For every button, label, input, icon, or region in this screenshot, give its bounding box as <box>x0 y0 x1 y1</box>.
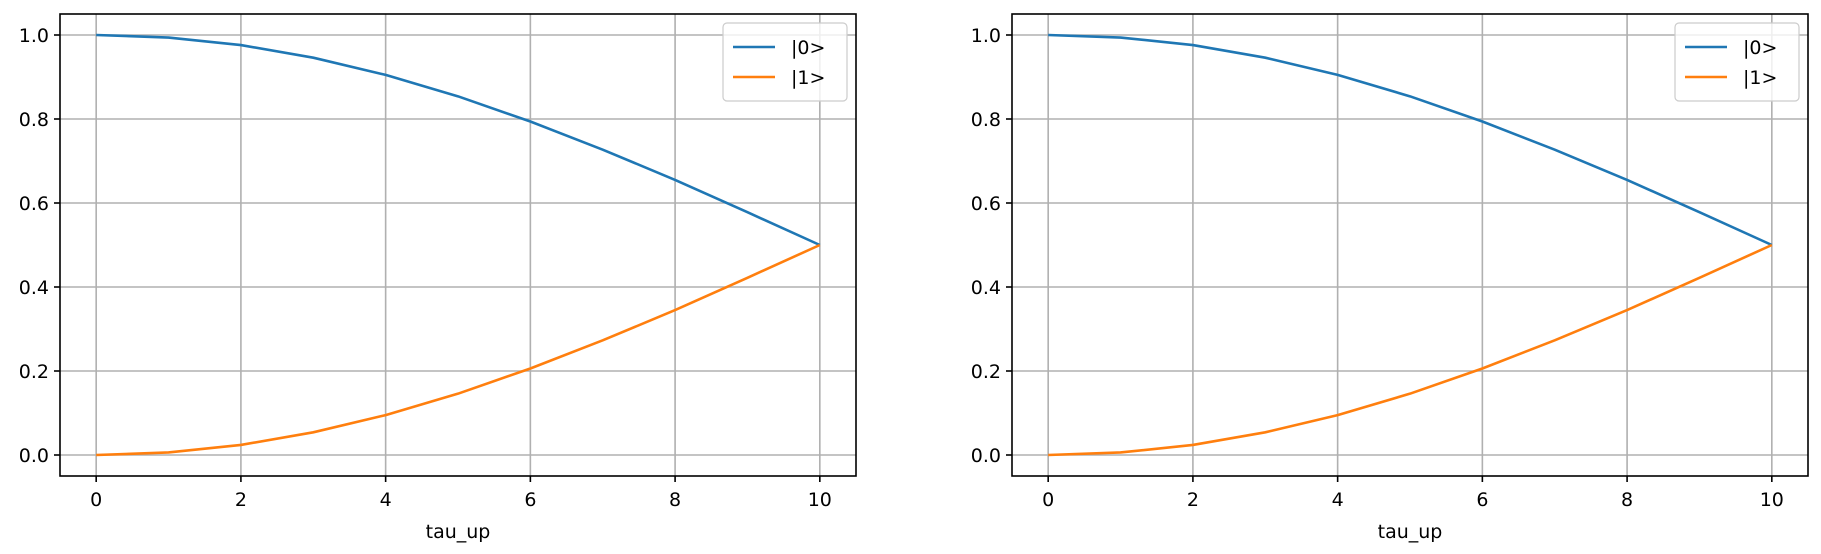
legend-box <box>1674 22 1800 102</box>
axes-frame <box>59 13 857 477</box>
y-tick-label: 0.0 <box>971 445 1001 467</box>
x-tick-label: 2 <box>1187 489 1199 511</box>
x-axis: 0 2 4 6 8 10 <box>90 476 832 511</box>
series-line-state-1 <box>1048 243 1773 457</box>
legend-entry: |1> <box>1685 67 1777 89</box>
y-axis: 0.0 0.2 0.4 0.6 0.8 1.0 <box>971 25 1012 467</box>
y-tick-label: 0.4 <box>19 277 49 299</box>
legend-entry: |0> <box>733 37 825 59</box>
x-tick-label: 2 <box>235 489 247 511</box>
x-axis: 0 2 4 6 8 10 <box>1042 476 1784 511</box>
legend-entry: |1> <box>733 67 825 89</box>
x-axis-label: tau_up <box>426 521 491 543</box>
legend-label: |0> <box>791 37 825 59</box>
x-tick-label: 10 <box>808 489 832 511</box>
y-tick-label: 0.2 <box>971 361 1001 383</box>
y-tick-label: 0.6 <box>19 193 49 215</box>
x-tick-label: 4 <box>380 489 392 511</box>
series-line-state-1 <box>96 243 821 457</box>
legend: |0>|1> <box>1674 22 1800 102</box>
legend-label: |0> <box>1743 37 1777 59</box>
x-tick-label: 8 <box>669 489 681 511</box>
x-tick-label: 0 <box>90 489 102 511</box>
axes-frame <box>1011 13 1809 477</box>
y-tick-label: 1.0 <box>19 25 49 47</box>
y-tick-label: 0.6 <box>971 193 1001 215</box>
x-tick-label: 8 <box>1621 489 1633 511</box>
series-line-state-0 <box>96 33 821 247</box>
series-group <box>96 33 821 457</box>
series-line-state-0 <box>1048 33 1773 247</box>
legend: |0>|1> <box>722 22 848 102</box>
x-tick-label: 4 <box>1332 489 1344 511</box>
x-tick-label: 0 <box>1042 489 1054 511</box>
x-tick-label: 6 <box>524 489 536 511</box>
y-tick-label: 0.0 <box>19 445 49 467</box>
y-tick-label: 0.8 <box>19 109 49 131</box>
series-group <box>1048 33 1773 457</box>
legend-label: |1> <box>791 67 825 89</box>
legend-label: |1> <box>1743 67 1777 89</box>
x-tick-label: 6 <box>1476 489 1488 511</box>
y-tick-label: 1.0 <box>971 25 1001 47</box>
y-axis: 0.0 0.2 0.4 0.6 0.8 1.0 <box>19 25 60 467</box>
y-tick-label: 0.4 <box>971 277 1001 299</box>
grid <box>1012 14 1808 476</box>
x-axis-label: tau_up <box>1378 521 1443 543</box>
y-tick-label: 0.8 <box>971 109 1001 131</box>
y-tick-label: 0.2 <box>19 361 49 383</box>
x-tick-label: 10 <box>1760 489 1784 511</box>
legend-entry: |0> <box>1685 37 1777 59</box>
legend-box <box>722 22 848 102</box>
